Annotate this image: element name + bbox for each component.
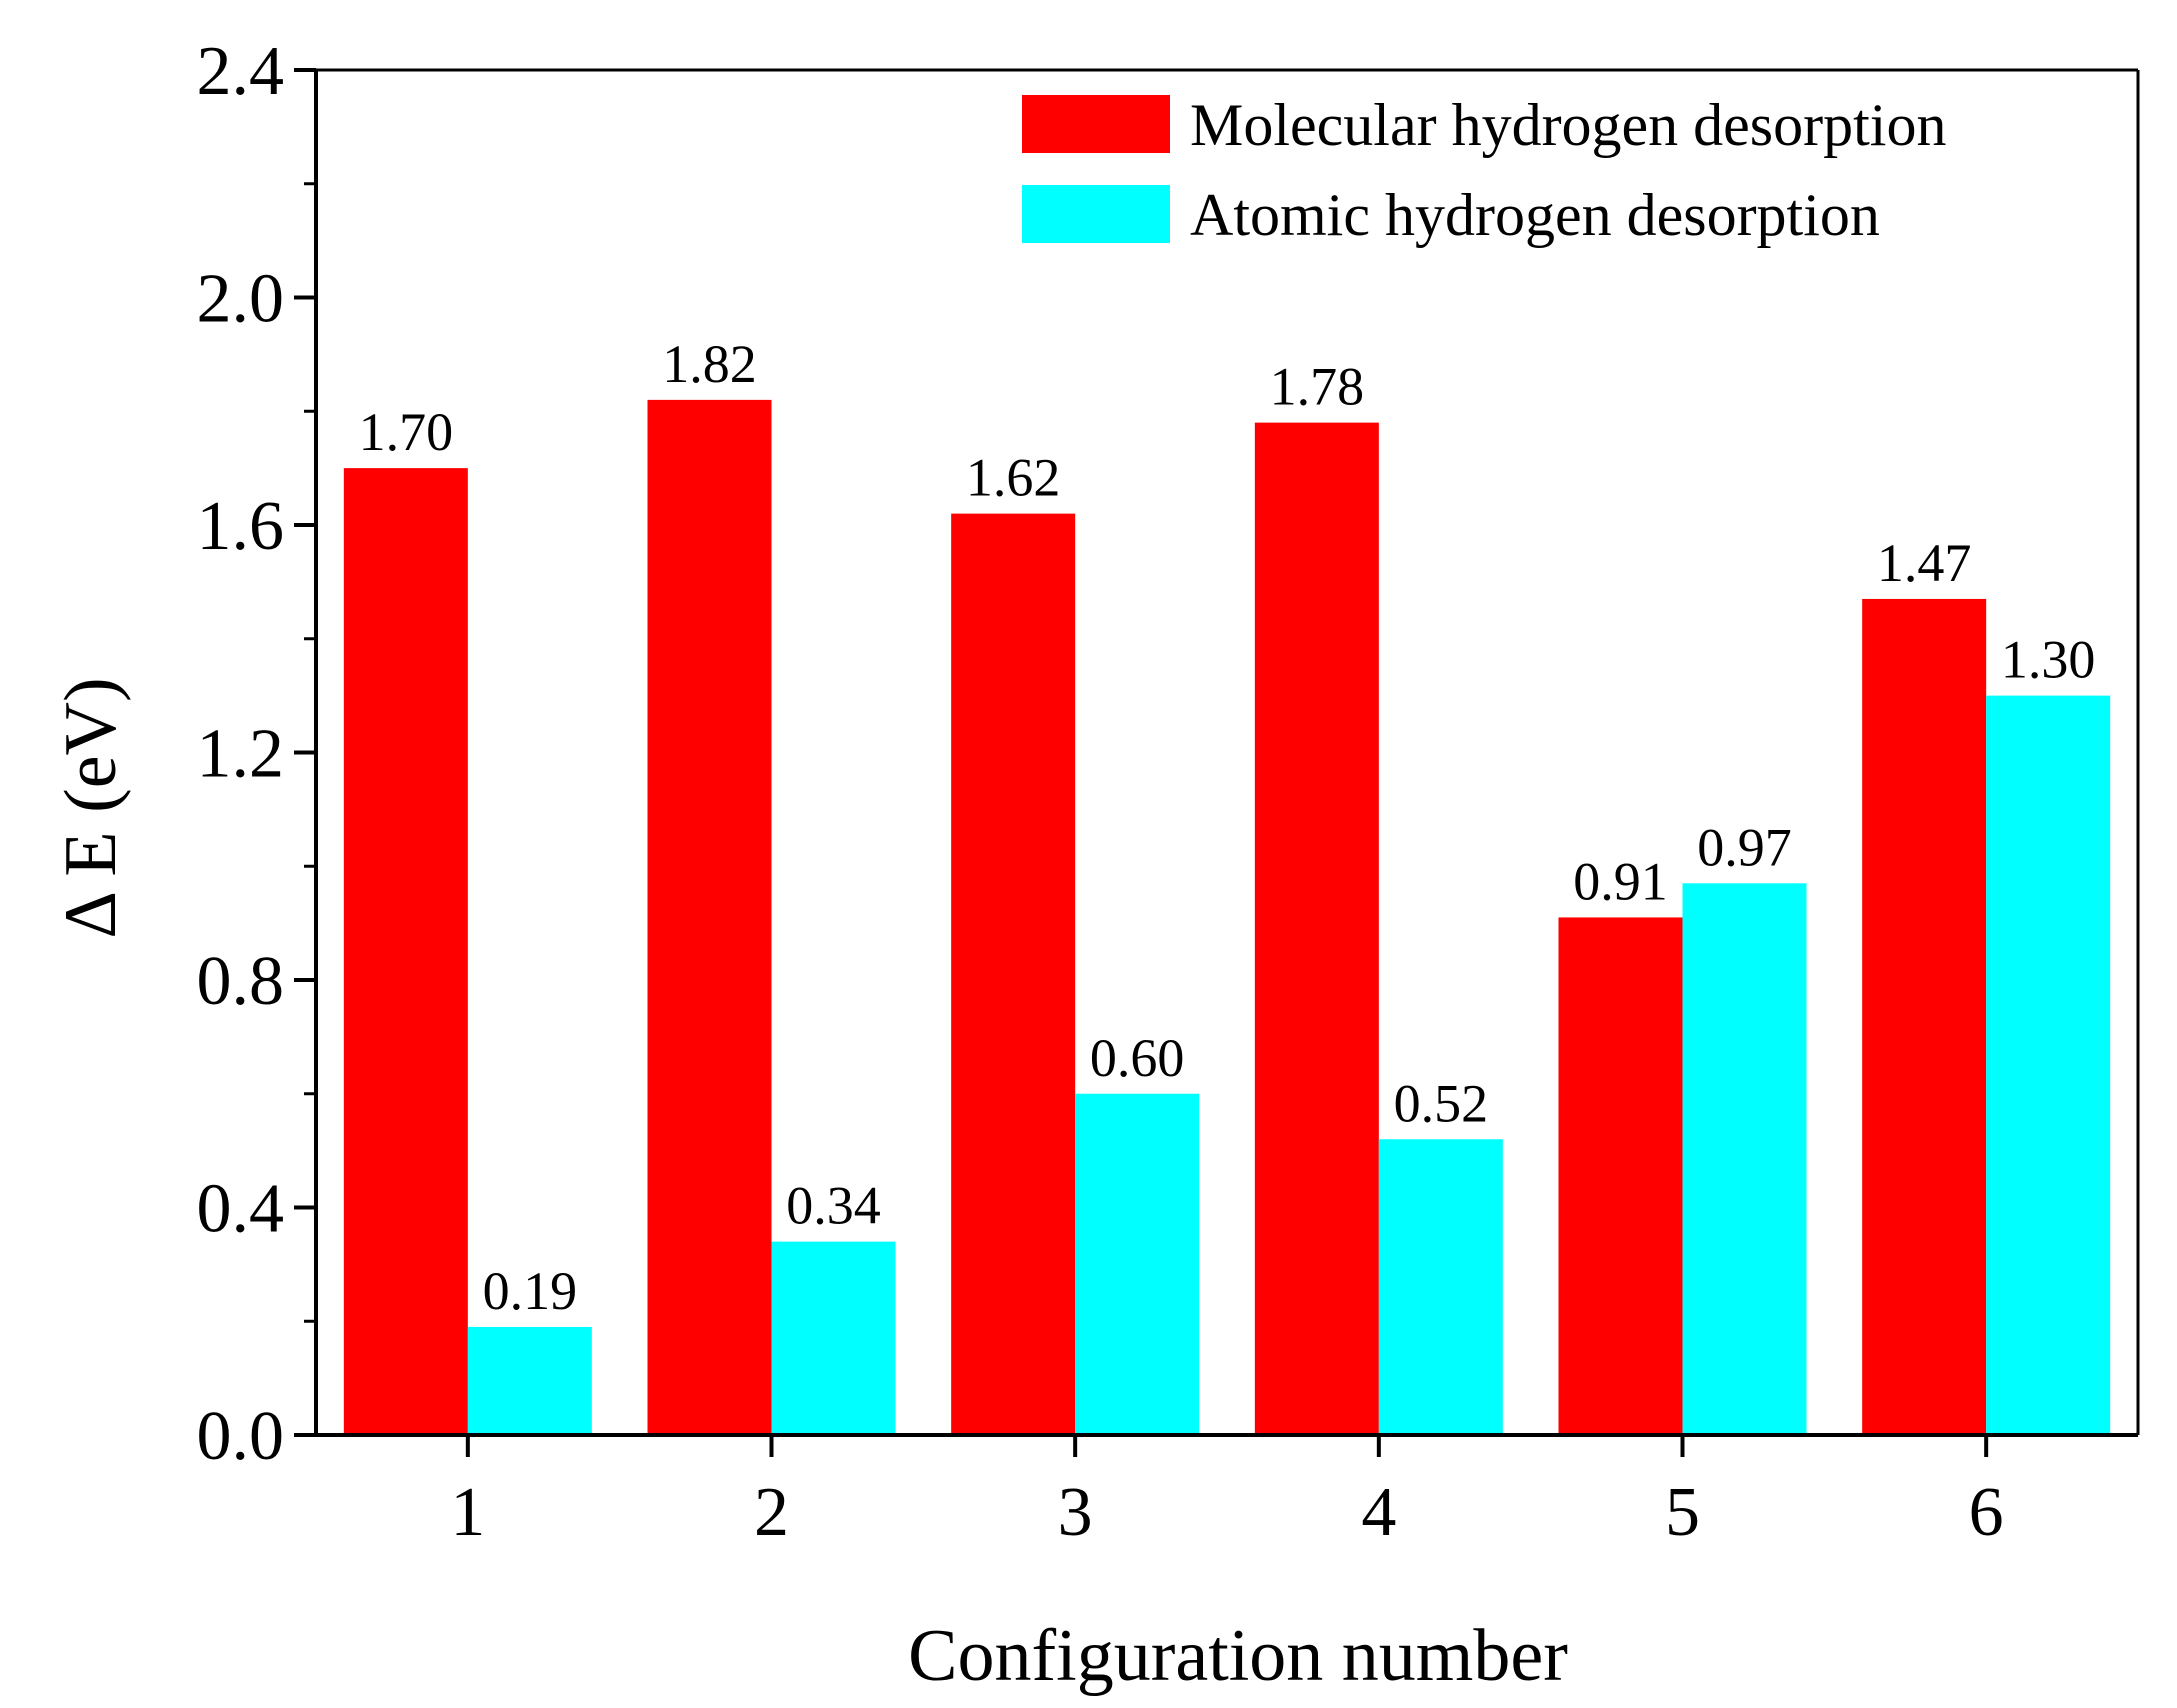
x-tick-label-6: 6 bbox=[1969, 1474, 2004, 1551]
axes-layer: 0.0 0.4 0.8 1.2 1.6 2.0 2.4 1 2 3 4 5 6 bbox=[197, 33, 2140, 1551]
legend-label-atomic: Atomic hydrogen desorption bbox=[1190, 182, 1880, 248]
y-tick-label-0.4: 0.4 bbox=[197, 1171, 285, 1248]
bar-atomic-6 bbox=[1986, 695, 2111, 1435]
y-tick-label-2.0: 2.0 bbox=[197, 261, 285, 338]
data-label-atomic-6: 1.30 bbox=[2001, 630, 2096, 690]
bar-atomic-5 bbox=[1682, 883, 1807, 1435]
data-label-molecular-6: 1.47 bbox=[1877, 533, 1972, 593]
y-tick-label-1.6: 1.6 bbox=[197, 488, 285, 565]
x-axis-title: Configuration number bbox=[908, 1615, 1568, 1697]
legend-label-molecular: Molecular hydrogen desorption bbox=[1190, 92, 1946, 158]
y-tick-label-1.2: 1.2 bbox=[197, 716, 285, 793]
x-tick-label-4: 4 bbox=[1361, 1474, 1396, 1551]
x-tick-label-5: 5 bbox=[1665, 1474, 1700, 1551]
y-tick-label-0.8: 0.8 bbox=[197, 943, 285, 1020]
legend-swatch-molecular bbox=[1022, 95, 1170, 153]
y-axis-title: Δ E (eV) bbox=[50, 677, 132, 938]
x-tick-label-2: 2 bbox=[754, 1474, 789, 1551]
data-label-molecular-1: 1.70 bbox=[359, 402, 454, 462]
bar-molecular-2 bbox=[647, 399, 772, 1435]
bar-atomic-2 bbox=[771, 1241, 896, 1435]
data-label-molecular-3: 1.62 bbox=[966, 448, 1061, 508]
labels-layer: 1.70 0.19 1.82 0.34 1.62 0.60 1.78 0.52 0.91 0.97… bbox=[359, 334, 2096, 1321]
bar-atomic-1 bbox=[467, 1326, 592, 1435]
bars-layer bbox=[343, 399, 2111, 1435]
y-tick-label-2.4: 2.4 bbox=[197, 33, 285, 110]
bar-molecular-6 bbox=[1862, 598, 1987, 1435]
data-label-atomic-5: 0.97 bbox=[1697, 817, 1792, 877]
data-label-atomic-2: 0.34 bbox=[786, 1176, 881, 1236]
y-tick-label-0.0: 0.0 bbox=[197, 1398, 285, 1475]
data-label-atomic-1: 0.19 bbox=[483, 1261, 578, 1321]
bar-molecular-4 bbox=[1254, 422, 1379, 1435]
data-label-molecular-2: 1.82 bbox=[662, 334, 757, 394]
bar-molecular-1 bbox=[343, 468, 468, 1435]
bar-molecular-5 bbox=[1558, 917, 1683, 1435]
bar-molecular-3 bbox=[951, 513, 1076, 1435]
data-label-atomic-3: 0.60 bbox=[1090, 1028, 1185, 1088]
legend-swatch-atomic bbox=[1022, 185, 1170, 243]
legend: Molecular hydrogen desorption Atomic hydr… bbox=[1022, 92, 1946, 248]
data-label-atomic-4: 0.52 bbox=[1394, 1073, 1489, 1133]
data-label-molecular-5: 0.91 bbox=[1573, 851, 1668, 911]
bar-atomic-4 bbox=[1378, 1139, 1503, 1435]
x-tick-label-1: 1 bbox=[450, 1474, 485, 1551]
x-tick-label-3: 3 bbox=[1058, 1474, 1093, 1551]
data-label-molecular-4: 1.78 bbox=[1270, 357, 1365, 417]
bar-atomic-3 bbox=[1075, 1093, 1200, 1435]
